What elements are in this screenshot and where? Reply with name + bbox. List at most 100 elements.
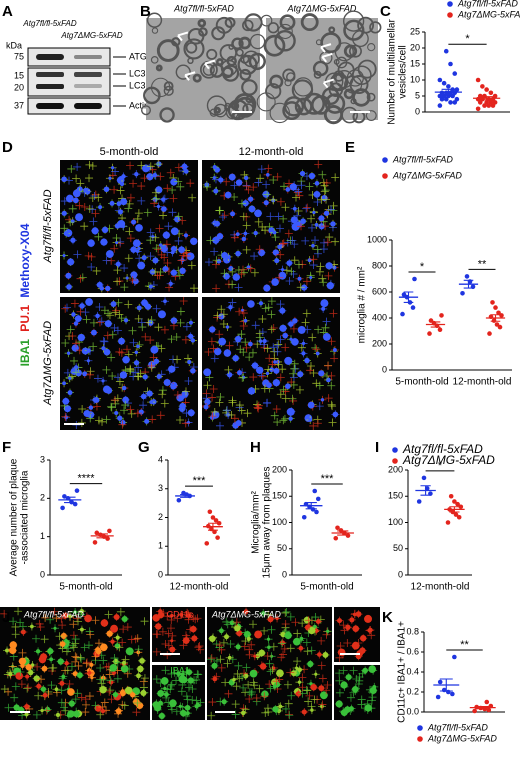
cell — [317, 661, 326, 670]
nucleus — [332, 411, 339, 418]
cell — [108, 330, 117, 339]
cell — [139, 677, 148, 686]
organelle — [319, 51, 333, 65]
nucleus — [310, 683, 317, 691]
y-tick-label: 10 — [410, 74, 420, 84]
organelle — [151, 27, 159, 34]
nucleus — [212, 176, 216, 180]
cell — [65, 176, 74, 185]
data-point — [446, 84, 451, 89]
nucleus — [325, 262, 333, 270]
data-point — [204, 541, 210, 546]
cell — [248, 620, 257, 629]
cell — [276, 300, 285, 309]
nucleus — [157, 690, 165, 697]
cell — [134, 314, 143, 323]
cell — [184, 377, 193, 386]
error-bar — [430, 321, 441, 328]
nucleus — [292, 318, 298, 324]
cell — [276, 335, 285, 344]
nucleus — [87, 239, 95, 247]
nucleus — [66, 284, 72, 290]
cell — [48, 664, 57, 673]
cell — [179, 251, 188, 260]
cell — [154, 245, 163, 254]
cell — [241, 637, 250, 646]
cell — [291, 618, 300, 627]
nucleus — [291, 222, 300, 231]
y-tick-label: 5 — [415, 90, 420, 100]
cell — [110, 244, 119, 253]
organelle — [300, 13, 319, 32]
nucleus — [258, 339, 263, 343]
cell — [76, 274, 85, 283]
cell — [317, 195, 326, 204]
cell — [276, 197, 285, 206]
nucleus — [111, 166, 115, 170]
cell — [289, 380, 298, 389]
cell — [215, 206, 224, 215]
x-tick-label: 12-month-old — [411, 582, 470, 593]
data-point — [62, 494, 67, 499]
nucleus — [308, 418, 313, 422]
nucleus — [186, 669, 193, 676]
nucleus — [314, 672, 318, 676]
nucleus — [290, 670, 297, 677]
cell — [72, 339, 81, 348]
nucleus — [62, 397, 70, 405]
cell — [285, 711, 294, 720]
nucleus — [157, 310, 166, 319]
cell — [114, 709, 123, 718]
cell — [68, 332, 77, 341]
cell — [102, 415, 111, 424]
arrow — [177, 31, 189, 42]
nucleus — [249, 669, 258, 678]
nucleus — [96, 281, 103, 288]
nucleus — [59, 680, 65, 686]
nucleus — [118, 337, 125, 345]
cell — [262, 399, 271, 408]
cell — [279, 416, 288, 425]
nucleus — [168, 281, 173, 286]
data-point — [484, 699, 490, 705]
cell — [159, 609, 168, 618]
nucleus — [13, 704, 20, 711]
nucleus — [90, 676, 94, 680]
cell — [184, 615, 193, 624]
cell — [127, 409, 136, 418]
cell — [125, 227, 134, 236]
data-point — [74, 488, 80, 493]
nucleus — [258, 249, 265, 257]
cell — [261, 304, 270, 313]
y-tick-label: 100 — [272, 517, 287, 527]
legend-marker — [392, 458, 398, 464]
cell — [322, 317, 331, 326]
nucleus — [150, 345, 159, 354]
cell — [70, 356, 79, 365]
nucleus — [75, 213, 83, 222]
nucleus — [263, 284, 271, 292]
cell — [148, 165, 157, 174]
cell — [263, 344, 272, 353]
cell — [298, 619, 307, 628]
cell — [24, 683, 33, 692]
nucleus — [30, 624, 34, 629]
data-point — [499, 313, 504, 318]
cell — [58, 621, 67, 630]
organelle — [155, 64, 163, 72]
blot-box — [27, 47, 111, 67]
cell — [260, 384, 269, 393]
cell — [365, 685, 374, 694]
cell — [61, 412, 70, 421]
nucleus — [178, 704, 182, 709]
data-point — [335, 525, 340, 531]
nucleus — [61, 210, 67, 216]
cell — [78, 273, 87, 282]
nucleus — [278, 704, 283, 709]
cell — [280, 644, 289, 653]
cell — [301, 236, 310, 245]
cell — [4, 703, 13, 712]
data-point — [496, 310, 501, 316]
nucleus — [295, 666, 299, 670]
cell — [85, 160, 94, 169]
